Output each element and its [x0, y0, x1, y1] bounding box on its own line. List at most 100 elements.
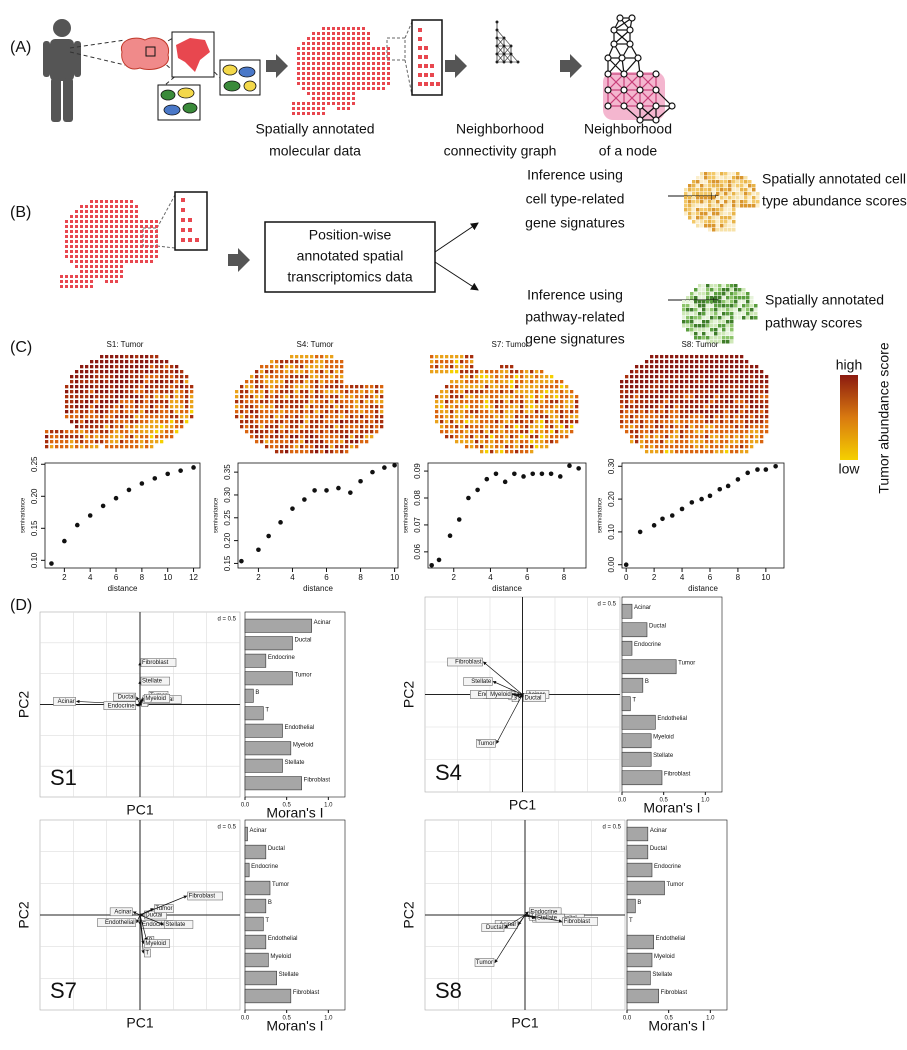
spot [70, 230, 73, 233]
spot [690, 324, 694, 328]
y-tick-label: 0.20 [223, 532, 232, 548]
spot [115, 225, 118, 228]
spot [730, 425, 733, 428]
bar [245, 953, 268, 967]
spot [100, 220, 103, 223]
spot [744, 188, 748, 192]
spot [175, 365, 178, 368]
spot [300, 370, 303, 373]
spot [105, 445, 108, 448]
spot [525, 395, 528, 398]
spot [175, 385, 178, 388]
spot [125, 415, 128, 418]
spot [100, 375, 103, 378]
bar [627, 953, 652, 967]
spot [670, 400, 673, 403]
spot [715, 450, 718, 453]
inference-text: gene signatures [525, 331, 625, 347]
spot [320, 435, 323, 438]
bar [622, 771, 662, 785]
spot [95, 235, 98, 238]
spot [85, 245, 88, 248]
spot [710, 370, 713, 373]
spot [735, 420, 738, 423]
bar-label: B [645, 679, 649, 685]
spot [302, 42, 305, 45]
spot [310, 410, 313, 413]
spot [480, 425, 483, 428]
bar-label: Fibroblast [304, 777, 331, 783]
spot [670, 395, 673, 398]
spot [485, 375, 488, 378]
spot [480, 440, 483, 443]
spot [155, 220, 158, 223]
spot [620, 420, 623, 423]
spot [345, 435, 348, 438]
spot [105, 375, 108, 378]
spot [295, 420, 298, 423]
spot [250, 415, 253, 418]
spot [365, 440, 368, 443]
spot [470, 370, 473, 373]
spot [765, 395, 768, 398]
spot [362, 32, 365, 35]
spot [635, 375, 638, 378]
spot [332, 47, 335, 50]
bar-label: Acinar [650, 828, 667, 834]
point [448, 533, 453, 538]
spot [695, 435, 698, 438]
spot [382, 82, 385, 85]
spot [418, 46, 422, 50]
spot [490, 385, 493, 388]
spot [685, 410, 688, 413]
spot [505, 400, 508, 403]
spot [155, 395, 158, 398]
spot [80, 390, 83, 393]
spot [315, 385, 318, 388]
spot [732, 188, 736, 192]
spot [718, 316, 722, 320]
spot [105, 415, 108, 418]
spot [135, 380, 138, 383]
point [484, 477, 489, 482]
spot [692, 188, 696, 192]
spot [750, 370, 753, 373]
spot [45, 430, 48, 433]
spot [85, 240, 88, 243]
spot [712, 196, 716, 200]
spot [726, 292, 730, 296]
spot [460, 360, 463, 363]
spot [730, 328, 734, 332]
point [530, 471, 535, 476]
spot [660, 415, 663, 418]
spot [485, 425, 488, 428]
spot [332, 32, 335, 35]
spot [740, 450, 743, 453]
spot [285, 445, 288, 448]
spot [140, 260, 143, 263]
spot [322, 72, 325, 75]
spot [470, 425, 473, 428]
spot [716, 208, 720, 212]
spot [710, 430, 713, 433]
spot [465, 390, 468, 393]
loading-label: Myeloid [145, 696, 166, 702]
bar [627, 971, 650, 985]
spot [70, 240, 73, 243]
spot [555, 430, 558, 433]
spot [360, 420, 363, 423]
spot [748, 204, 752, 208]
spot [350, 390, 353, 393]
spot [337, 87, 340, 90]
spot [65, 280, 68, 283]
spot [640, 365, 643, 368]
spot [145, 395, 148, 398]
spot [370, 395, 373, 398]
spot [110, 430, 113, 433]
spot [660, 400, 663, 403]
spot [490, 450, 493, 453]
spot [65, 405, 68, 408]
spot [728, 184, 732, 188]
spot [630, 385, 633, 388]
spot [185, 405, 188, 408]
